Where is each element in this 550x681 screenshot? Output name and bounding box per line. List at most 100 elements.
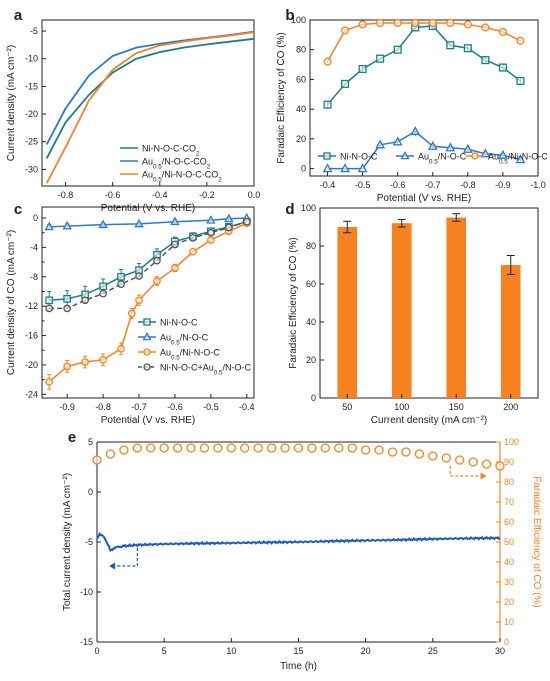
panel-label-b: b xyxy=(285,7,294,24)
data-point xyxy=(481,23,490,32)
y-tick-label-left: -15 xyxy=(80,637,93,647)
legend-label: Au0.5/N-O-C-CO2 xyxy=(142,157,211,171)
data-point xyxy=(358,64,367,74)
data-point xyxy=(323,100,332,109)
panel-c-frame xyxy=(41,206,255,399)
data-point xyxy=(427,140,438,150)
data-point xyxy=(376,54,385,63)
x-tick-label: 25 xyxy=(428,646,438,656)
fe-data-point xyxy=(307,443,317,453)
y-tick-label-left: -5 xyxy=(85,537,93,547)
data-point xyxy=(44,221,54,231)
x-tick-label: -0.4 xyxy=(239,402,255,412)
x-tick-label: 200 xyxy=(503,402,518,412)
fe-data-point xyxy=(92,455,102,465)
x-tick-label: 30 xyxy=(495,646,505,656)
x-axis-label: Time (h) xyxy=(280,661,317,672)
panel-label-c: c xyxy=(14,201,22,218)
data-point xyxy=(516,76,525,85)
legend-label: Au0.5/Ni-N-O-C-CO2 xyxy=(142,170,222,184)
y-tick-label: -10 xyxy=(25,54,38,64)
legend-label: Au0.5/Ni-N-O-C xyxy=(488,152,548,166)
x-axis-label: Potential (V vs. RHE) xyxy=(377,193,471,204)
legend-marker xyxy=(143,348,151,356)
data-point xyxy=(498,149,508,159)
y-tick-label: -16 xyxy=(25,331,38,341)
x-tick-label: 0.0 xyxy=(248,190,261,200)
legend-marker xyxy=(143,363,151,371)
data-point xyxy=(63,304,72,313)
y-tick-label-right: 30 xyxy=(504,577,514,587)
x-tick-label: 150 xyxy=(449,402,464,412)
data-point xyxy=(462,143,473,153)
data-point xyxy=(323,57,332,66)
y-tick-label: -30 xyxy=(25,164,38,174)
x-tick-label: -0.8 xyxy=(460,180,476,190)
fe-data-point xyxy=(159,443,169,453)
y-tick-label-left: 5 xyxy=(88,437,93,447)
y-tick-label: -8 xyxy=(30,272,38,282)
x-tick-label: -0.9 xyxy=(59,402,75,412)
data-point xyxy=(81,358,89,366)
x-tick-label: -0.4 xyxy=(320,180,336,190)
bar xyxy=(446,217,467,398)
data-point xyxy=(463,20,472,29)
fe-data-point xyxy=(455,455,465,465)
fe-data-point xyxy=(374,445,384,455)
y-tick-label-right: 40 xyxy=(504,557,514,567)
legend-label: Au0.5/N-O-C xyxy=(160,333,209,347)
data-point xyxy=(392,136,403,146)
series-line-0 xyxy=(49,220,248,302)
y-axis-label-left: Total current density (mA cm⁻²) xyxy=(62,473,73,611)
legend-label: Ni-N-O-C xyxy=(340,152,378,162)
x-tick-label: 100 xyxy=(394,402,409,412)
data-point xyxy=(63,362,72,371)
y-tick-label: -20 xyxy=(25,109,38,119)
fe-data-point xyxy=(481,459,492,469)
y-tick-label: 100 xyxy=(291,15,306,25)
legend-item: Ni-N-O-C xyxy=(318,152,378,162)
data-point xyxy=(153,256,161,265)
y-tick-label: 20 xyxy=(306,355,316,365)
y-tick-label: 40 xyxy=(296,104,306,114)
fe-data-point xyxy=(495,461,505,471)
legend-marker xyxy=(142,332,152,341)
data-point xyxy=(135,272,143,280)
fe-data-point xyxy=(293,443,304,453)
fe-data-point xyxy=(334,443,344,453)
data-point xyxy=(445,142,456,152)
data-point xyxy=(170,216,180,226)
data-point xyxy=(117,272,125,281)
fe-data-point xyxy=(320,443,331,453)
x-tick-label: -0.8 xyxy=(58,190,74,200)
y-tick-label: 80 xyxy=(306,241,316,251)
y-tick-label-left: 0 xyxy=(88,487,93,497)
series-line-2 xyxy=(45,31,255,184)
x-tick-label: -0.8 xyxy=(95,402,111,412)
data-point xyxy=(62,220,72,230)
current-density-trace xyxy=(96,531,501,553)
fe-data-point xyxy=(199,443,210,453)
legend-label: Ni-N-O-C-CO2 xyxy=(142,144,200,158)
data-point xyxy=(322,163,333,173)
data-point xyxy=(242,217,251,226)
data-point xyxy=(117,280,125,288)
x-tick-label: -0.5 xyxy=(203,402,219,412)
fe-data-point xyxy=(361,445,371,455)
legend-item: Au0.5/Ni-N-O-C-CO2 xyxy=(120,170,222,184)
y-tick-label: -24 xyxy=(25,389,38,399)
arrow-head-left xyxy=(109,562,116,570)
x-tick-label: -0.6 xyxy=(105,190,121,200)
fe-data-point xyxy=(240,443,250,453)
x-axis-label: Potential (V vs. RHE) xyxy=(101,203,195,214)
legend-label: Ni-N-O-C xyxy=(160,318,198,328)
x-tick-label: -0.4 xyxy=(152,190,168,200)
series-line-1 xyxy=(49,217,247,228)
fe-data-point xyxy=(468,457,478,467)
y-tick-label: -15 xyxy=(25,81,38,91)
data-point xyxy=(376,18,385,28)
legend-marker xyxy=(400,151,410,160)
y-tick-label-right: 80 xyxy=(504,477,514,487)
fe-data-point xyxy=(387,447,398,457)
x-tick-label: -1.0 xyxy=(530,180,546,190)
